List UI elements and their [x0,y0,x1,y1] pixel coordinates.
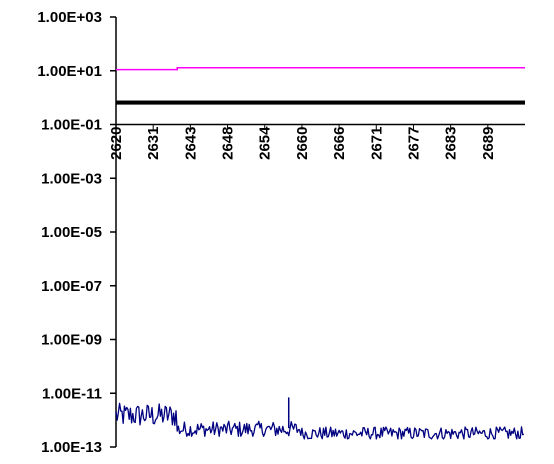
y-tick-label: 1.00E-11 [42,385,102,402]
x-tick-label: 2654 [257,126,274,160]
x-axis: 2620 2631 2643 2648 2654 2660 2666 2671 2677 2683… [108,123,525,160]
y-tick-label: 1.00E+01 [37,63,102,80]
y-tick-label: 1.00E-05 [41,224,102,241]
y-tick-label: 1.00E+03 [37,9,102,26]
x-tick-label: 2660 [294,127,311,160]
x-tick-label: 2689 [480,127,497,160]
x-tick-label: 2631 [145,127,162,160]
series-magenta-line [116,66,525,71]
series-black-band [116,100,525,105]
x-tick-label: 2648 [220,127,237,160]
y-tick-label: 1.00E-03 [41,170,102,187]
x-tick-label: 2666 [331,127,348,160]
series-layer [115,66,525,440]
x-tick-label: 2643 [182,127,199,160]
y-tick-label: 1.00E-13 [41,439,102,456]
y-tick-label: 1.00E-07 [41,278,102,295]
y-tick-label: 1.00E-09 [41,332,102,349]
x-tick-label: 2683 [443,127,460,160]
series-navy-line [115,402,525,440]
x-tick-label: 2620 [108,127,125,160]
y-axis: 1.00E+03 1.00E+01 1.00E-01 1.00E-03 1.00E-05… [37,9,117,456]
x-tick-label: 2677 [405,127,422,160]
x-tick-label: 2671 [368,127,385,160]
y-tick-label: 1.00E-01 [41,117,102,134]
